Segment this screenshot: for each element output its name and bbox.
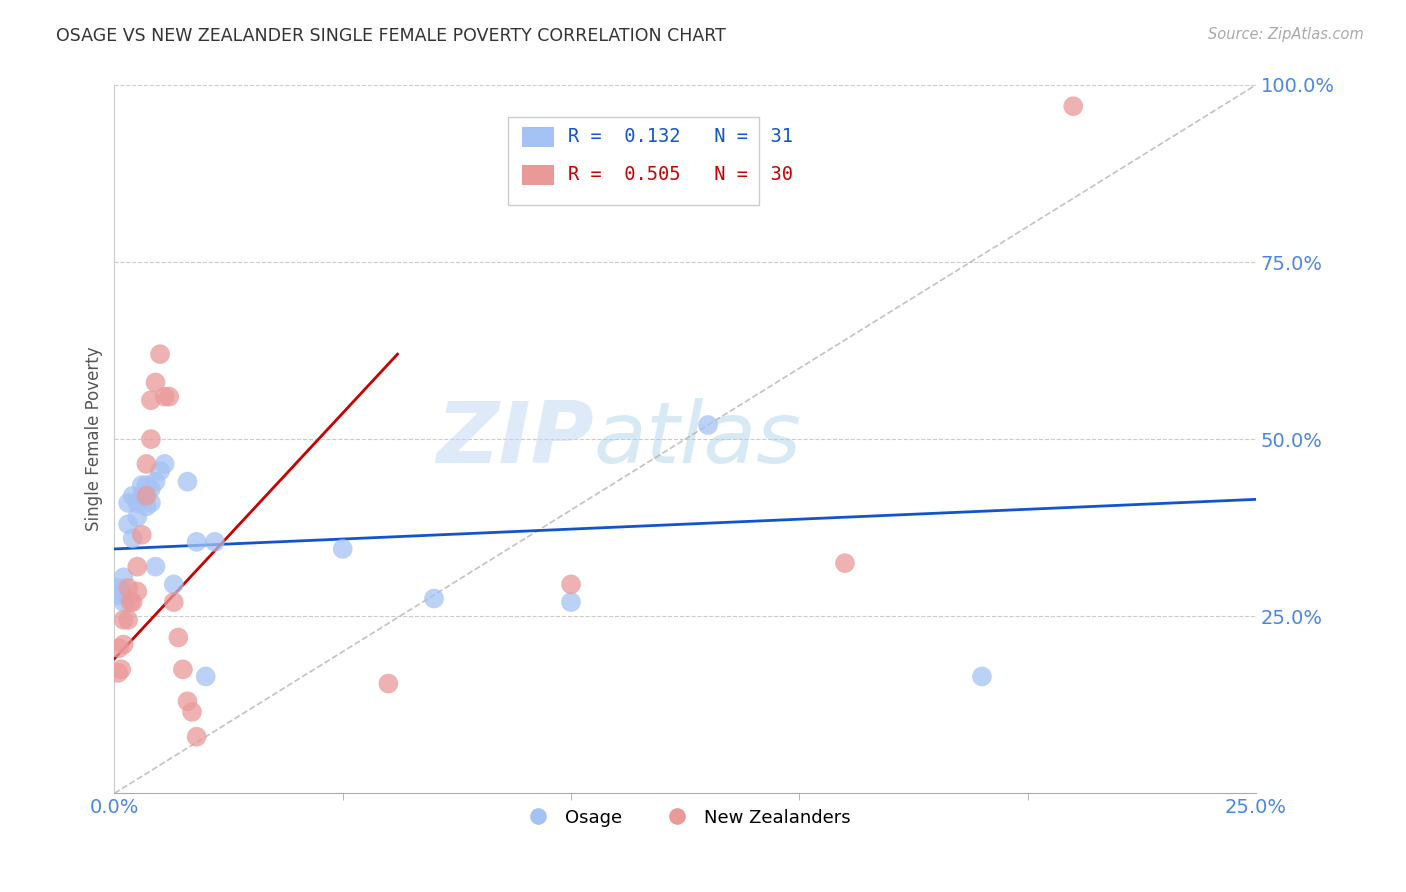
Point bbox=[110, 662, 132, 676]
Point bbox=[108, 588, 131, 602]
Point bbox=[163, 595, 186, 609]
FancyBboxPatch shape bbox=[508, 117, 759, 205]
Point bbox=[127, 496, 149, 510]
Point bbox=[204, 534, 226, 549]
Point bbox=[149, 464, 172, 478]
Point bbox=[121, 531, 143, 545]
Point bbox=[181, 705, 204, 719]
Point bbox=[145, 559, 167, 574]
Point bbox=[153, 457, 176, 471]
Point bbox=[970, 669, 993, 683]
Point bbox=[176, 475, 198, 489]
Point bbox=[560, 577, 582, 591]
Point bbox=[139, 482, 162, 496]
Point bbox=[107, 581, 129, 595]
Point bbox=[560, 595, 582, 609]
Point bbox=[377, 676, 399, 690]
Point bbox=[139, 393, 162, 408]
Point bbox=[120, 595, 142, 609]
Point bbox=[107, 665, 129, 680]
Point bbox=[149, 347, 172, 361]
Point bbox=[145, 376, 167, 390]
Point bbox=[135, 457, 157, 471]
Point bbox=[697, 417, 720, 432]
Legend: Osage, New Zealanders: Osage, New Zealanders bbox=[513, 802, 858, 834]
Point bbox=[112, 595, 135, 609]
Point bbox=[135, 489, 157, 503]
Point bbox=[127, 510, 149, 524]
Point bbox=[834, 556, 856, 570]
Text: ZIP: ZIP bbox=[436, 398, 593, 481]
Point bbox=[121, 595, 143, 609]
Point bbox=[135, 478, 157, 492]
Point bbox=[112, 570, 135, 584]
Point bbox=[176, 694, 198, 708]
Text: Source: ZipAtlas.com: Source: ZipAtlas.com bbox=[1208, 27, 1364, 42]
Text: R =  0.132   N =  31: R = 0.132 N = 31 bbox=[568, 128, 793, 146]
Point bbox=[194, 669, 217, 683]
Point bbox=[127, 559, 149, 574]
FancyBboxPatch shape bbox=[522, 127, 554, 146]
Point bbox=[131, 489, 153, 503]
Point bbox=[112, 638, 135, 652]
Text: R =  0.505   N =  30: R = 0.505 N = 30 bbox=[568, 165, 793, 185]
Text: OSAGE VS NEW ZEALANDER SINGLE FEMALE POVERTY CORRELATION CHART: OSAGE VS NEW ZEALANDER SINGLE FEMALE POV… bbox=[56, 27, 725, 45]
Point bbox=[167, 631, 190, 645]
Point bbox=[108, 641, 131, 656]
Point bbox=[110, 584, 132, 599]
Point bbox=[163, 577, 186, 591]
Point bbox=[332, 541, 354, 556]
Point bbox=[121, 489, 143, 503]
Point bbox=[112, 613, 135, 627]
FancyBboxPatch shape bbox=[522, 165, 554, 185]
Point bbox=[139, 496, 162, 510]
Point bbox=[131, 478, 153, 492]
Text: atlas: atlas bbox=[593, 398, 801, 481]
Point bbox=[117, 613, 139, 627]
Point bbox=[153, 390, 176, 404]
Point bbox=[117, 496, 139, 510]
Point bbox=[423, 591, 446, 606]
Point bbox=[1062, 99, 1084, 113]
Point bbox=[117, 581, 139, 595]
Point bbox=[145, 475, 167, 489]
Point bbox=[131, 528, 153, 542]
Point bbox=[127, 584, 149, 599]
Point bbox=[139, 432, 162, 446]
Point bbox=[186, 534, 208, 549]
Point bbox=[186, 730, 208, 744]
Point bbox=[117, 517, 139, 532]
Point bbox=[135, 500, 157, 514]
Point bbox=[172, 662, 194, 676]
Point bbox=[157, 390, 180, 404]
Y-axis label: Single Female Poverty: Single Female Poverty bbox=[86, 347, 103, 532]
